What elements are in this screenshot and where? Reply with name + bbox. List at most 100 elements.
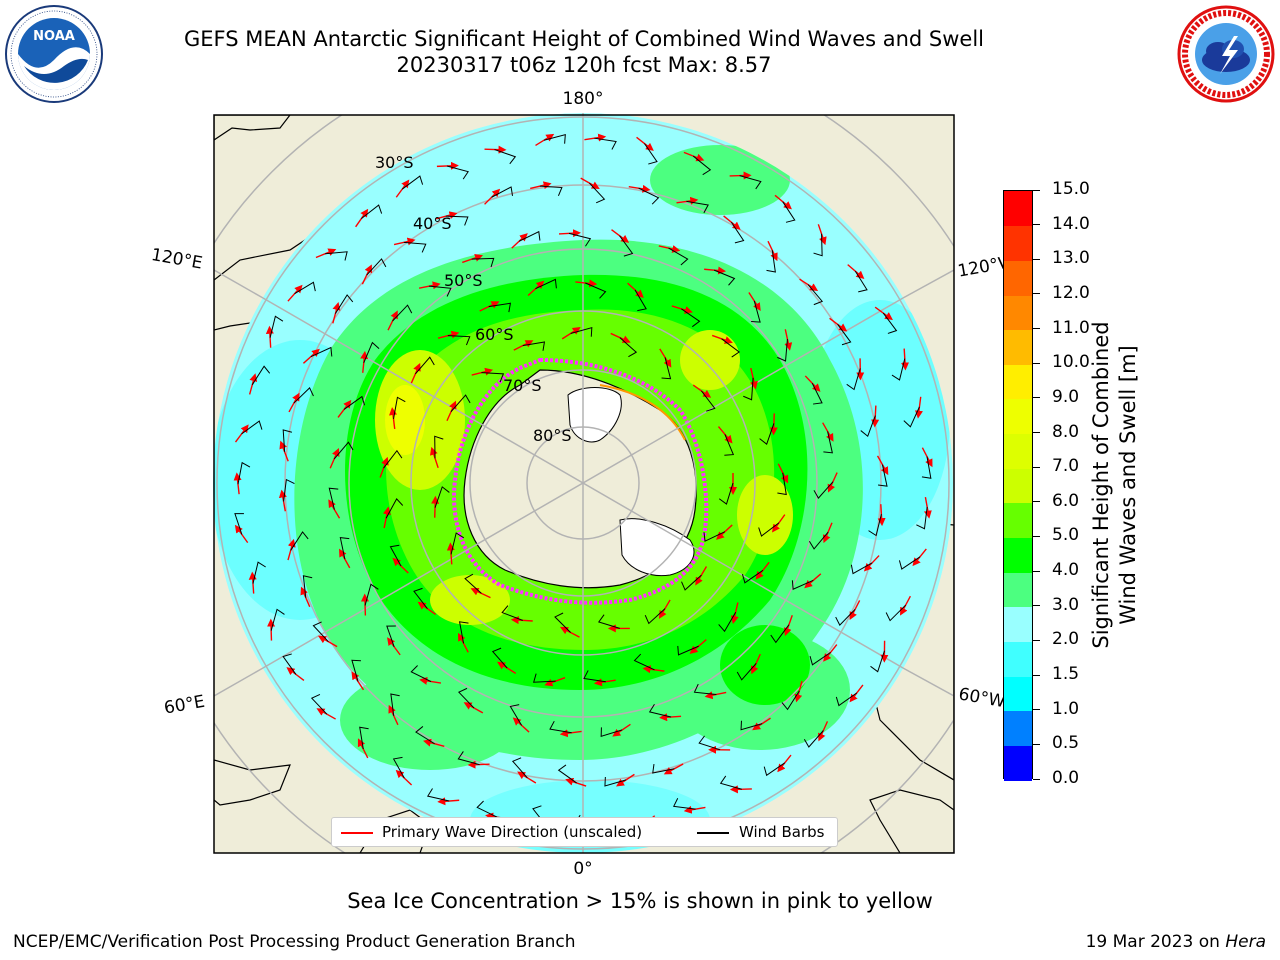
colorbar-tick-label: 11.0 <box>1052 317 1090 338</box>
wind-barb <box>568 232 592 247</box>
wind-barb-legend-line <box>697 832 729 834</box>
wind-barb <box>509 704 523 726</box>
lon-label-180: 180° <box>563 89 604 109</box>
colorbar-tick-label: 1.5 <box>1052 664 1080 685</box>
wind-barb <box>763 762 786 777</box>
wind-barb <box>589 182 606 204</box>
wind-barb <box>700 390 716 412</box>
wave-direction-arrow <box>395 769 413 786</box>
wind-barb <box>312 621 329 643</box>
colorbar-tick <box>1033 224 1040 226</box>
wind-barb <box>597 614 620 629</box>
lat-label-50s: 50°S <box>444 271 483 290</box>
wind-barb <box>413 587 428 610</box>
wind-barb <box>882 312 898 334</box>
wind-barb <box>594 137 617 150</box>
wind-barb <box>410 665 432 682</box>
wind-barb <box>741 569 764 584</box>
wave-direction-arrow <box>863 555 880 572</box>
colorbar-tick <box>1033 293 1040 295</box>
wind-barb <box>743 377 754 401</box>
wind-barb <box>511 757 528 779</box>
colorbar-tick-label: 2.0 <box>1052 629 1080 650</box>
wind-barb <box>878 464 888 487</box>
wind-barb <box>549 720 572 734</box>
colorbar-tick <box>1033 397 1040 399</box>
wind-barb <box>334 294 354 314</box>
wind-barb <box>445 215 469 226</box>
wind-barb <box>791 579 814 590</box>
wind-barb <box>686 200 709 214</box>
footer-date: 19 Mar 2023 on Hera <box>1086 932 1266 952</box>
wind-barb <box>283 478 295 502</box>
wave-direction-arrow <box>393 237 416 246</box>
colorbar-tick-label: 0.0 <box>1052 768 1080 788</box>
wind-barb <box>383 449 403 469</box>
wave-direction-arrow <box>279 440 289 462</box>
wind-barb <box>426 788 450 802</box>
wave-direction-arrow <box>877 504 886 527</box>
wave-direction-arrow <box>446 542 455 565</box>
wind-barb <box>570 327 593 337</box>
wind-barb <box>604 776 627 787</box>
colorbar-level-9.0-10.0 <box>1004 364 1032 400</box>
colorbar-level-13.0-14.0 <box>1004 225 1032 261</box>
wind-barb <box>237 461 251 485</box>
colorbar-level-3.0-4.0 <box>1004 572 1032 608</box>
wind-barb <box>364 583 379 606</box>
wind-barb <box>359 726 369 750</box>
sea-ice-edge <box>452 357 709 605</box>
wind-barb <box>916 506 928 530</box>
wind-barb <box>668 247 689 266</box>
colorbar-level-8.0-9.0 <box>1004 398 1032 435</box>
wind-barb <box>325 251 348 261</box>
wind-barb <box>835 608 856 626</box>
wind-barb <box>781 690 800 711</box>
wave-direction-arrow <box>265 325 274 348</box>
wind-barb <box>719 775 743 790</box>
wave-direction-arrow <box>497 661 517 674</box>
wind-barb <box>401 175 424 190</box>
wind-barb <box>464 573 482 594</box>
wind-barb <box>446 165 469 180</box>
colorbar-tick-label: 14.0 <box>1052 213 1090 234</box>
wind-barb <box>535 278 557 290</box>
wind-barb <box>724 434 735 456</box>
wind-barb <box>585 282 607 299</box>
wind-barb <box>677 645 699 656</box>
wind-barb <box>333 441 354 460</box>
lon-label-60w: 60°W <box>957 684 1007 712</box>
wind-barb <box>554 612 571 633</box>
wave-direction-arrow <box>437 330 460 339</box>
lat-label-40s: 40°S <box>413 214 452 233</box>
wind-barb <box>854 270 868 293</box>
wind-barb <box>823 431 833 454</box>
colorbar-tick-label: 3.0 <box>1052 594 1080 615</box>
wind-barb <box>339 537 350 560</box>
colorbar-tick-label: 9.0 <box>1052 386 1080 407</box>
wind-barb <box>633 653 655 671</box>
colorbar-tick-label: 8.0 <box>1052 421 1080 442</box>
colorbar-tick <box>1033 743 1040 745</box>
wind-barb <box>471 257 495 268</box>
lon-label-0: 0° <box>573 859 592 879</box>
colorbar-tick <box>1033 258 1040 260</box>
chart-title: GEFS MEAN Antarctic Significant Height o… <box>183 27 985 51</box>
wind-barb <box>290 531 309 551</box>
wind-barb <box>644 608 666 625</box>
colorbar-tick-label: 0.5 <box>1052 733 1080 754</box>
wave-direction-arrow <box>783 615 793 637</box>
wind-barb <box>403 241 427 253</box>
wave-direction-arrow <box>729 785 752 794</box>
wind-barb <box>450 394 471 412</box>
wind-barb <box>766 250 776 273</box>
colorbar-level-10.0-11.0 <box>1004 329 1032 365</box>
noaa-logo-text: NOAA <box>33 29 75 44</box>
lat-label-80s: 80°S <box>533 426 572 445</box>
lat-label-70s: 70°S <box>503 376 542 395</box>
colorbar-level-11.0-12.0 <box>1004 294 1032 331</box>
wind-barb <box>385 498 404 519</box>
wind-barb <box>693 683 717 695</box>
wave-direction-arrow <box>479 301 500 312</box>
